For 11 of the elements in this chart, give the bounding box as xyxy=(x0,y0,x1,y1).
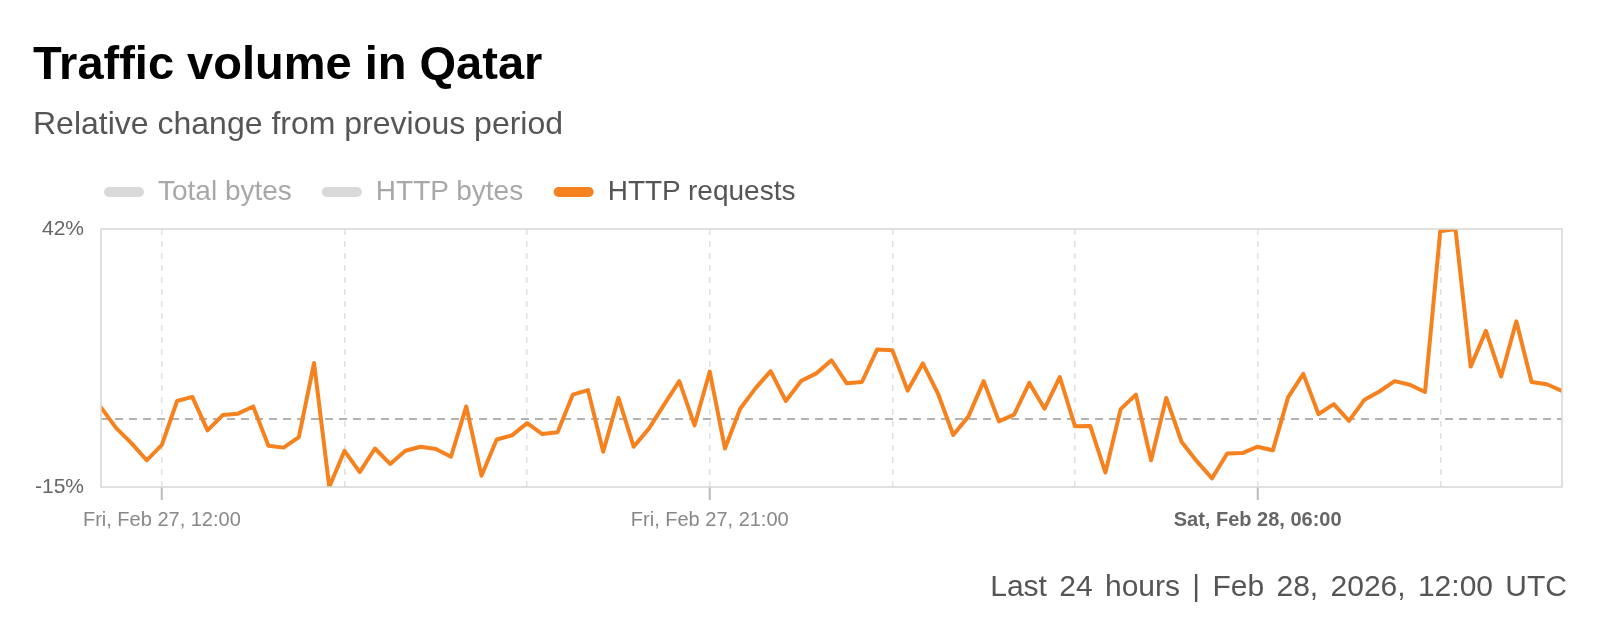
chart-title: Traffic volume in Qatar xyxy=(33,35,543,91)
x-tick-label: Fri, Feb 27, 12:00 xyxy=(82,507,241,530)
text: Last 24 hours | Feb 28, 2026, 12:00 UTC xyxy=(990,568,1567,604)
y-tick-label: 42% xyxy=(41,215,84,239)
x-tick-label: Fri, Feb 27, 21:00 xyxy=(630,507,789,530)
y-tick-label: -15% xyxy=(34,473,84,497)
legend-label: Total bytes xyxy=(158,174,292,206)
legend-label: HTTP requests xyxy=(607,174,796,206)
chart-subtitle: Relative change from previous period xyxy=(33,104,564,142)
x-tick-label: Sat, Feb 28, 06:00 xyxy=(1173,507,1342,530)
legend-label: HTTP bytes xyxy=(375,174,524,206)
